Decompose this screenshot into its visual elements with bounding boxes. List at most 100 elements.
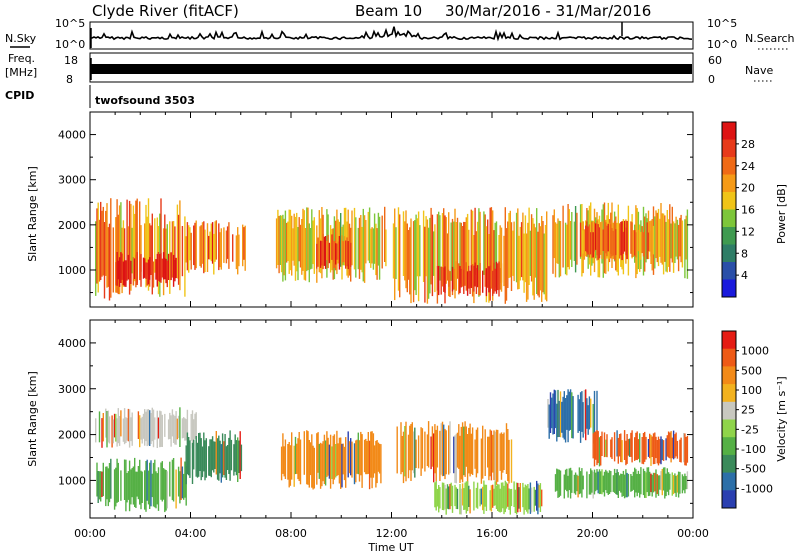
echo-strip [306, 430, 308, 485]
power-y-axis: 1000 2000 3000 4000 [58, 111, 693, 294]
echo-strip [510, 439, 513, 483]
echo-strip [586, 471, 588, 499]
echo-strip [637, 439, 640, 459]
echo-strip [676, 219, 679, 260]
echo-strip [617, 437, 619, 464]
echo-strip [195, 412, 197, 447]
echo-strip [672, 475, 675, 495]
echo-strip [590, 232, 592, 255]
echo-strip [623, 430, 626, 460]
echo-strip [596, 469, 598, 490]
echo-strip [490, 485, 493, 512]
echo-strip [517, 208, 519, 290]
echo-strip [126, 199, 128, 281]
echo-strip [185, 419, 187, 441]
cpid-value: twofsound 3503 [95, 94, 195, 107]
echo-strip [576, 212, 578, 265]
echo-strip [102, 413, 104, 442]
echo-strip [112, 419, 114, 444]
echo-strip [430, 207, 432, 285]
echo-strip [417, 435, 420, 469]
echo-strip [211, 436, 214, 471]
echo-strip [492, 270, 494, 296]
echo-strip [160, 198, 162, 280]
echo-strip [172, 221, 175, 275]
echo-strip [127, 408, 130, 442]
echo-strip [494, 222, 496, 288]
echo-strip [107, 468, 109, 507]
echo-strip [571, 212, 573, 267]
echo-strip [490, 430, 493, 481]
echo-strip [436, 214, 439, 304]
echo-strip [405, 210, 407, 289]
echo-strip [122, 261, 125, 286]
colorbar-swatch [722, 157, 736, 175]
echo-strip [167, 253, 170, 280]
echo-strip [149, 462, 151, 509]
echo-strip [611, 437, 613, 459]
echo-strip [378, 443, 381, 474]
echo-strip [402, 211, 405, 276]
colorbar-tick-label: 500 [741, 364, 762, 377]
echo-strip [177, 415, 180, 438]
echo-strip [600, 436, 602, 466]
echo-strip [515, 482, 518, 515]
echo-strip [420, 427, 422, 476]
echo-strip [297, 438, 299, 480]
echo-strip [127, 226, 130, 280]
echo-strip [166, 224, 168, 284]
echo-strip [579, 471, 582, 494]
echo-strip [375, 440, 377, 488]
echo-strip [155, 259, 157, 280]
echo-strip [475, 231, 478, 287]
echo-strip [618, 223, 621, 259]
echo-strip [455, 487, 457, 509]
echo-strip [193, 225, 195, 266]
ytick-label: 2000 [58, 219, 86, 232]
echo-strip [203, 432, 205, 472]
echo-strip [473, 265, 475, 292]
echo-strip [667, 219, 670, 267]
echo-strip [332, 241, 334, 262]
colorbar-swatch [722, 262, 736, 280]
echo-strip [198, 433, 200, 477]
echo-strip [294, 216, 297, 281]
echo-strip [635, 232, 637, 258]
echo-strip [577, 394, 579, 433]
echo-strip [323, 434, 326, 484]
echo-strip [440, 423, 442, 475]
echo-strip [631, 475, 633, 491]
echo-strip [518, 487, 520, 509]
echo-strip [102, 206, 104, 276]
echo-strip [684, 473, 686, 494]
echo-strip [634, 437, 636, 461]
echo-strip [302, 208, 304, 271]
echo-strip [534, 489, 537, 506]
echo-strip [448, 212, 450, 297]
echo-strip [146, 409, 148, 447]
echo-strip [553, 209, 555, 259]
echo-strip [536, 208, 538, 294]
echo-strip [517, 482, 519, 513]
echo-strip [453, 268, 455, 290]
echo-strip [458, 263, 460, 295]
echo-strip [601, 221, 603, 259]
echo-strip [459, 484, 461, 515]
echo-strip [449, 421, 451, 474]
echo-strip [567, 389, 569, 443]
echo-strip [149, 410, 151, 446]
echo-strip [664, 215, 666, 262]
echo-strip [132, 466, 135, 505]
echo-strip [586, 221, 588, 253]
echo-strip [465, 262, 467, 291]
echo-strip [146, 459, 148, 501]
echo-strip [444, 215, 446, 304]
echo-strip [152, 462, 155, 507]
echo-strip [461, 422, 464, 483]
echo-strip [97, 202, 99, 293]
echo-strip [100, 201, 102, 280]
echo-strip [655, 436, 657, 459]
echo-strip [337, 241, 339, 260]
echo-strip [151, 473, 153, 498]
echo-strip [456, 217, 459, 279]
